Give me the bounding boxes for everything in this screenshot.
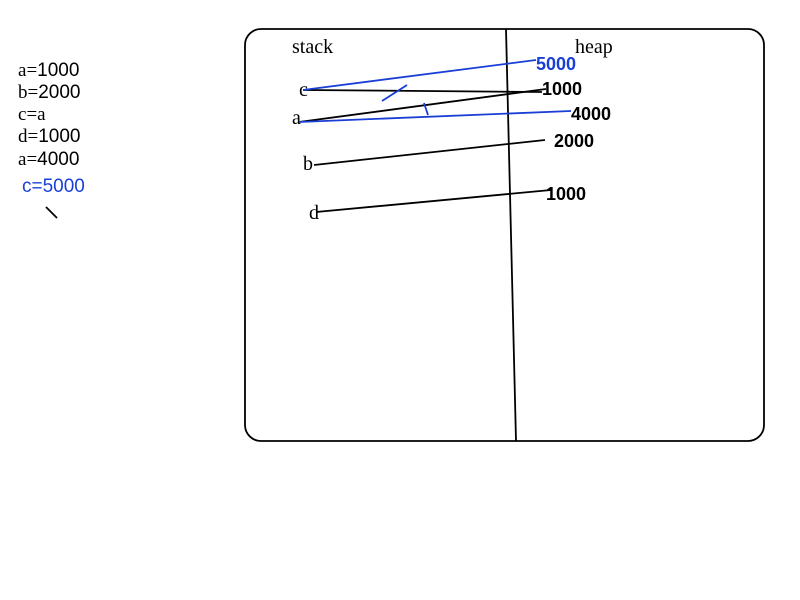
code-line-6-blue: c=5000 bbox=[22, 176, 85, 197]
stack-label: stack bbox=[292, 36, 333, 58]
heap-label: heap bbox=[575, 36, 613, 58]
stack-var-b: b bbox=[303, 153, 313, 175]
ref-c-to-1000-old bbox=[302, 89, 543, 93]
code-line-2: b=2000 bbox=[18, 82, 81, 103]
heap-value-1000-bottom: 1000 bbox=[546, 184, 586, 204]
stray-mark bbox=[45, 206, 58, 219]
ref-c-to-5000 bbox=[302, 59, 537, 91]
ref-a-to-1000-old bbox=[298, 88, 547, 123]
strike-mark-a bbox=[423, 102, 429, 116]
memory-frame bbox=[244, 28, 765, 442]
code-line-1: a=1000 bbox=[18, 60, 80, 81]
heap-value-2000: 2000 bbox=[554, 131, 594, 151]
heap-value-1000-top: 1000 bbox=[542, 79, 582, 99]
ref-d-to-1000 bbox=[315, 189, 552, 213]
stack-var-d: d bbox=[309, 202, 319, 224]
stack-var-a: a bbox=[292, 107, 301, 129]
code-line-4: d=1000 bbox=[18, 126, 81, 147]
stack-heap-divider bbox=[505, 28, 517, 442]
ref-b-to-2000 bbox=[313, 139, 546, 166]
code-line-5: a=4000 bbox=[18, 149, 80, 170]
code-line-3: c=a bbox=[18, 104, 46, 125]
heap-value-4000: 4000 bbox=[571, 104, 611, 124]
strike-mark-c bbox=[381, 84, 408, 102]
heap-value-5000: 5000 bbox=[536, 54, 576, 74]
ref-a-to-4000 bbox=[298, 110, 572, 123]
